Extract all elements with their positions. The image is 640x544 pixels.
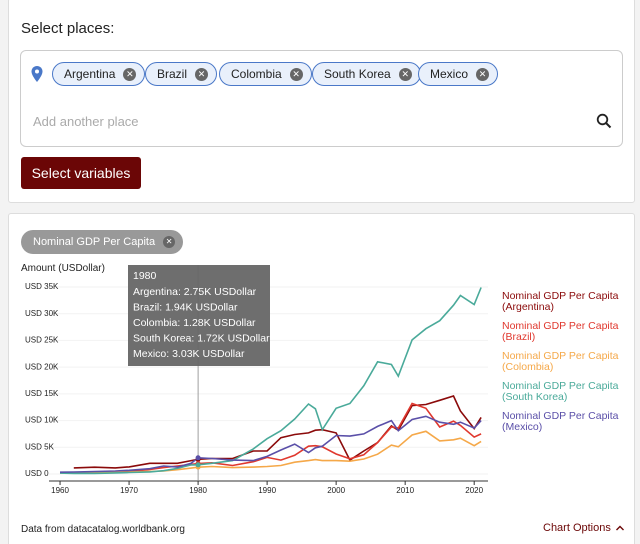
x-tick-label: 2000 xyxy=(327,486,345,495)
place-chip[interactable]: South Korea ✕ xyxy=(312,62,421,86)
place-chip-label: Argentina xyxy=(64,67,116,81)
y-tick-label: USD 35K xyxy=(25,282,59,291)
data-source: Data from datacatalog.worldbank.org xyxy=(21,524,185,535)
place-chip[interactable]: Brazil ✕ xyxy=(145,62,218,86)
variable-chip[interactable]: Nominal GDP Per Capita ✕ xyxy=(21,230,184,254)
place-chip-label: Mexico xyxy=(430,67,469,81)
legend-entry[interactable]: Nominal GDP Per Capita (Colombia) xyxy=(502,350,619,373)
chip-remove[interactable]: ✕ xyxy=(289,67,303,81)
tooltip-line: Colombia: 1.28K USDollar xyxy=(133,317,256,329)
select-variables-button[interactable]: Select variables xyxy=(21,157,141,189)
place-chip-label: Colombia xyxy=(231,67,282,81)
series-line xyxy=(73,395,482,469)
legend-entry[interactable]: Nominal GDP Per Capita (Argentina) xyxy=(502,290,619,313)
place-chip-label: Brazil xyxy=(157,67,188,81)
y-tick-label: USD 25K xyxy=(25,336,59,345)
location-icon xyxy=(31,66,43,82)
legend-entry[interactable]: Nominal GDP Per Capita (Brazil) xyxy=(502,320,619,343)
x-tick-label: 2010 xyxy=(396,486,414,495)
tooltip-line: Brazil: 1.94K USDollar xyxy=(133,301,238,313)
y-tick-label: USD 15K xyxy=(25,389,59,398)
chip-remove[interactable]: ✕ xyxy=(476,67,490,81)
x-tick-label: 1990 xyxy=(258,486,276,495)
places-title: Select places: xyxy=(21,20,115,37)
chip-remove[interactable]: ✕ xyxy=(163,236,176,248)
y-tick-label: USD 0 xyxy=(25,469,49,478)
y-tick-label: USD 5K xyxy=(25,442,55,451)
tooltip-title: 1980 xyxy=(133,270,157,282)
chevron-up xyxy=(615,525,624,531)
y-tick-label: USD 10K xyxy=(25,416,59,425)
chip-remove[interactable]: ✕ xyxy=(123,67,137,81)
chart-options-label: Chart Options xyxy=(543,522,611,534)
legend-entry[interactable]: Nominal GDP Per Capita (South Korea) xyxy=(502,380,619,403)
series-line xyxy=(59,415,482,473)
chip-remove[interactable]: ✕ xyxy=(398,67,412,81)
place-chip-label: South Korea xyxy=(324,67,391,81)
variable-chip-label: Nominal GDP Per Capita xyxy=(33,236,156,248)
y-tick-label: USD 30K xyxy=(25,309,59,318)
legend-entry[interactable]: Nominal GDP Per Capita (Mexico) xyxy=(502,410,619,433)
series-line xyxy=(59,402,482,474)
tooltip-line: South Korea: 1.72K USDollar xyxy=(133,332,270,344)
chip-remove[interactable]: ✕ xyxy=(195,67,209,81)
chart-card xyxy=(8,213,635,544)
tooltip-box xyxy=(128,265,270,366)
place-chip[interactable]: Argentina ✕ xyxy=(52,62,146,86)
place-input-placeholder[interactable]: Add another place xyxy=(33,114,139,129)
hover-dot xyxy=(195,462,201,468)
search-icon[interactable] xyxy=(596,113,612,129)
y-tick-label: USD 20K xyxy=(25,362,59,371)
series-line xyxy=(59,287,482,475)
y-axis-label: Amount (USDollar) xyxy=(21,263,105,274)
x-tick-label: 1970 xyxy=(120,486,138,495)
tooltip-line: Mexico: 3.03K USDollar xyxy=(133,348,245,360)
tooltip-line: Argentina: 2.75K USDollar xyxy=(133,286,257,298)
chart-options[interactable]: Chart Options xyxy=(543,522,625,534)
x-tick-label: 2020 xyxy=(465,486,483,495)
x-tick-label: 1960 xyxy=(51,486,69,495)
x-tick-label: 1980 xyxy=(189,486,207,495)
hover-dot xyxy=(195,455,201,461)
place-chip[interactable]: Mexico ✕ xyxy=(418,62,499,86)
place-chip[interactable]: Colombia ✕ xyxy=(219,62,312,86)
